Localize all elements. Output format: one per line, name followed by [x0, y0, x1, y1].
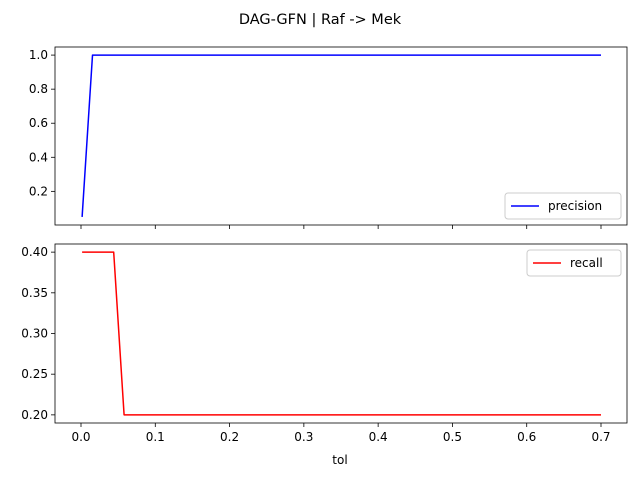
y-tick-label: 0.40 — [21, 245, 48, 259]
x-axis-label: tol — [332, 453, 347, 467]
legend: precision — [504, 192, 622, 220]
axes-frame — [54, 46, 628, 226]
x-tick-label: 0.3 — [294, 430, 313, 444]
y-tick-label: 0.20 — [21, 408, 48, 422]
legend-label: recall — [570, 256, 603, 270]
legend-box — [504, 192, 622, 220]
legend-box — [526, 249, 622, 277]
y-tick-label: 1.0 — [29, 48, 48, 62]
x-tick-label: 0.4 — [369, 430, 388, 444]
axes-frame — [54, 243, 628, 424]
precision-line — [81, 54, 601, 217]
x-tick-label: 0.6 — [517, 430, 536, 444]
y-tick-label: 0.35 — [21, 286, 48, 300]
y-tick-label: 0.8 — [29, 82, 48, 96]
legend: recall — [526, 249, 622, 277]
precision-panel: 0.2 0.4 0.6 0.8 1.0 precision — [29, 46, 628, 229]
recall-line — [82, 251, 601, 416]
y-tick-label: 0.4 — [29, 150, 48, 164]
y-tick-label: 0.6 — [29, 116, 48, 130]
chart-panels: 0.2 0.4 0.6 0.8 1.0 precision 0.20 0.25 0.30 0.35… — [21, 46, 628, 444]
y-tick-label: 0.25 — [21, 367, 48, 381]
x-tick-label: 0.7 — [591, 430, 610, 444]
y-tick-label: 0.2 — [29, 184, 48, 198]
x-tick-label: 0.0 — [71, 430, 90, 444]
x-tick-label: 0.1 — [146, 430, 165, 444]
recall-panel: 0.20 0.25 0.30 0.35 0.40 0.0 0.1 0.2 0.3 0.4 0.5 0.… — [21, 243, 628, 444]
figure-title: DAG-GFN | Raf -> Mek — [239, 12, 402, 28]
legend-label: precision — [548, 199, 602, 213]
x-tick-label: 0.5 — [443, 430, 462, 444]
x-tick-label: 0.2 — [220, 430, 239, 444]
y-tick-label: 0.30 — [21, 327, 48, 341]
